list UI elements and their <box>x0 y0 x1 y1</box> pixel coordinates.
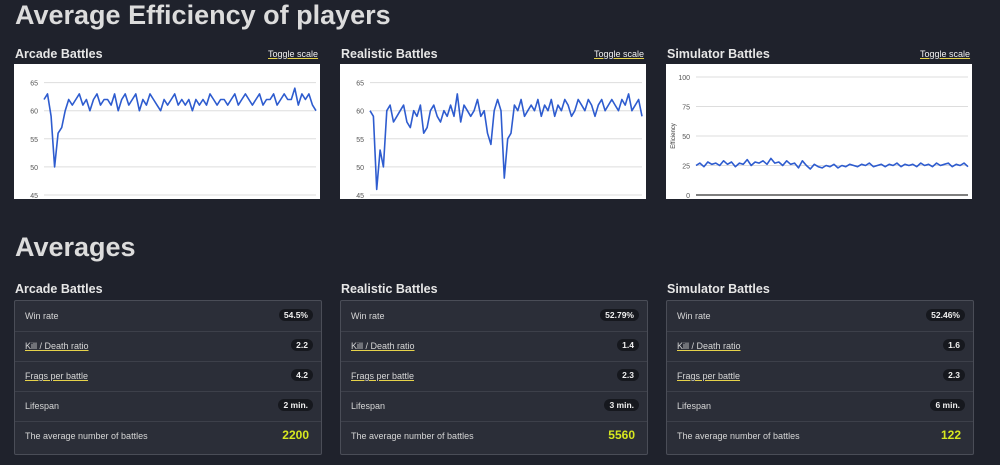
battles-row: The average number of battles 5560 <box>341 421 647 451</box>
battles-value: 122 <box>940 428 961 442</box>
frags-per-battle-link[interactable]: Frags per battle <box>351 371 415 381</box>
chart-title-arcade: Arcade Battles <box>15 47 103 61</box>
stats-panel-realistic: Win rate 52.79% Kill / Death ratio 1.4 F… <box>340 300 648 455</box>
series-line <box>43 87 317 168</box>
panel-title-arcade: Arcade Battles <box>15 282 103 296</box>
frags-per-battle-link[interactable]: Frags per battle <box>677 371 741 381</box>
toggle-scale-realistic[interactable]: Toggle scale <box>594 49 645 59</box>
y-tick-label: 65 <box>356 81 364 88</box>
kd-ratio-link[interactable]: Kill / Death ratio <box>25 341 89 351</box>
frags-row: Frags per battle 2.3 <box>341 361 647 392</box>
battles-value: 2200 <box>282 428 309 442</box>
lifespan-row: Lifespan 6 min. <box>667 391 973 422</box>
battles-row: The average number of battles 2200 <box>15 421 321 451</box>
win-rate-label: Win rate <box>677 311 711 321</box>
win-rate-row: Win rate 52.46% <box>667 301 973 332</box>
win-rate-badge: 54.5% <box>278 309 313 321</box>
toggle-scale-arcade[interactable]: Toggle scale <box>268 49 319 59</box>
chart-arcade: 45 50 55 60 65 <box>14 64 320 199</box>
kd-ratio-link[interactable]: Kill / Death ratio <box>677 341 741 351</box>
series-line <box>695 157 969 170</box>
chart-simulator: 0 25 50 75 100 Efficiency <box>666 64 972 199</box>
win-rate-label: Win rate <box>25 311 59 321</box>
lifespan-row: Lifespan 3 min. <box>341 391 647 422</box>
lifespan-label: Lifespan <box>677 401 712 411</box>
battles-value: 5560 <box>608 428 635 442</box>
battles-label: The average number of battles <box>25 431 148 441</box>
page-title: Average Efficiency of players <box>15 0 391 30</box>
frags-per-battle-link[interactable]: Frags per battle <box>25 371 89 381</box>
win-rate-row: Win rate 54.5% <box>15 301 321 332</box>
lifespan-label: Lifespan <box>351 401 386 411</box>
y-tick-label: 60 <box>30 109 38 116</box>
lifespan-row: Lifespan 2 min. <box>15 391 321 422</box>
y-tick-label: 0 <box>686 193 690 199</box>
y-tick-label: 75 <box>682 105 690 112</box>
toggle-scale-simulator[interactable]: Toggle scale <box>920 49 971 59</box>
kd-badge: 2.2 <box>291 339 313 351</box>
averages-heading: Averages <box>15 232 136 262</box>
lifespan-badge: 3 min. <box>604 399 639 411</box>
stats-panel-simulator: Win rate 52.46% Kill / Death ratio 1.6 F… <box>666 300 974 455</box>
y-tick-label: 45 <box>356 193 364 199</box>
lifespan-badge: 2 min. <box>278 399 313 411</box>
kd-row: Kill / Death ratio 1.6 <box>667 331 973 362</box>
stats-panel-arcade: Win rate 54.5% Kill / Death ratio 2.2 Fr… <box>14 300 322 455</box>
series-line <box>369 93 643 191</box>
y-tick-label: 100 <box>678 75 690 82</box>
win-rate-row: Win rate 52.79% <box>341 301 647 332</box>
y-tick-label: 25 <box>682 164 690 171</box>
y-tick-label: 50 <box>30 165 38 172</box>
y-tick-label: 60 <box>356 109 364 116</box>
frags-row: Frags per battle 2.3 <box>667 361 973 392</box>
frags-row: Frags per battle 4.2 <box>15 361 321 392</box>
y-tick-label: 55 <box>30 137 38 144</box>
chart-realistic: 45 50 55 60 65 <box>340 64 646 199</box>
frags-badge: 2.3 <box>617 369 639 381</box>
y-tick-label: 45 <box>30 193 38 199</box>
y-tick-label: 55 <box>356 137 364 144</box>
battles-label: The average number of battles <box>677 431 800 441</box>
kd-row: Kill / Death ratio 2.2 <box>15 331 321 362</box>
y-tick-label: 65 <box>30 81 38 88</box>
frags-badge: 2.3 <box>943 369 965 381</box>
y-axis-label: Efficiency <box>671 123 677 149</box>
frags-badge: 4.2 <box>291 369 313 381</box>
lifespan-label: Lifespan <box>25 401 60 411</box>
y-tick-label: 50 <box>356 165 364 172</box>
chart-title-realistic: Realistic Battles <box>341 47 438 61</box>
panel-title-simulator: Simulator Battles <box>667 282 770 296</box>
battles-row: The average number of battles 122 <box>667 421 973 451</box>
battles-label: The average number of battles <box>351 431 474 441</box>
win-rate-label: Win rate <box>351 311 385 321</box>
chart-title-simulator: Simulator Battles <box>667 47 770 61</box>
kd-badge: 1.6 <box>943 339 965 351</box>
panel-title-realistic: Realistic Battles <box>341 282 438 296</box>
win-rate-badge: 52.79% <box>600 309 639 321</box>
kd-row: Kill / Death ratio 1.4 <box>341 331 647 362</box>
y-tick-label: 50 <box>682 134 690 141</box>
win-rate-badge: 52.46% <box>926 309 965 321</box>
kd-badge: 1.4 <box>617 339 639 351</box>
kd-ratio-link[interactable]: Kill / Death ratio <box>351 341 415 351</box>
lifespan-badge: 6 min. <box>930 399 965 411</box>
